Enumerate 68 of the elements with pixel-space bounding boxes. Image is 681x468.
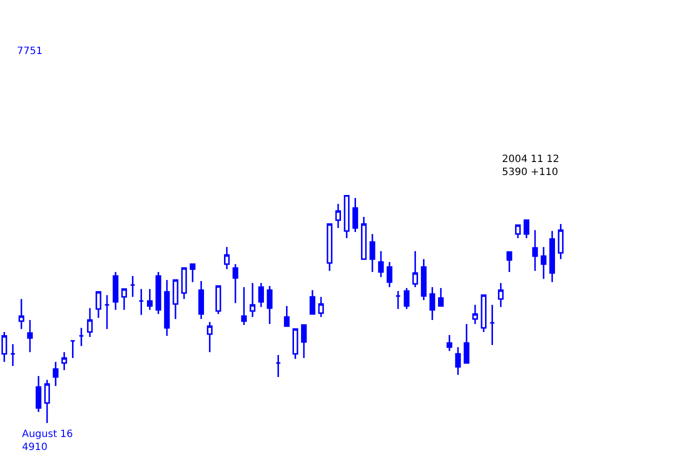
candlestick xyxy=(395,290,401,310)
candlestick xyxy=(455,346,461,376)
candlestick xyxy=(181,267,187,300)
candlestick xyxy=(506,251,512,273)
candlestick xyxy=(335,203,341,229)
candlestick xyxy=(326,223,332,272)
candlestick xyxy=(420,258,427,301)
candlestick xyxy=(386,261,392,288)
candlestick xyxy=(250,282,256,318)
candlestick xyxy=(18,298,24,330)
candlestick xyxy=(156,271,162,315)
candlestick xyxy=(524,219,530,239)
candlestick xyxy=(429,286,436,321)
candlestick xyxy=(515,224,521,239)
candlestick xyxy=(284,305,290,327)
candlestick xyxy=(172,279,178,320)
candlestick xyxy=(27,319,33,353)
candlestick xyxy=(438,287,444,307)
candlestick xyxy=(446,334,452,352)
candlestick xyxy=(370,233,376,273)
candlestick xyxy=(472,304,478,325)
candlestick xyxy=(224,246,230,270)
chart-title: 7751 xyxy=(17,46,42,57)
candlestick xyxy=(164,279,170,337)
candlestick xyxy=(52,361,58,387)
candlestick xyxy=(540,246,546,280)
candlestick xyxy=(206,321,213,353)
candlestick xyxy=(318,296,324,318)
candlestick xyxy=(404,287,410,310)
candlestick xyxy=(532,229,538,272)
candlestick xyxy=(198,280,204,320)
candlestick xyxy=(310,289,316,315)
candlestick xyxy=(489,304,496,346)
candlestick xyxy=(360,216,367,260)
candlestick xyxy=(130,275,136,298)
candlestick xyxy=(352,197,358,233)
candlestick xyxy=(215,285,222,315)
candlestick xyxy=(78,327,84,347)
candlestick xyxy=(121,288,127,311)
text: August 16 4910 xyxy=(22,429,73,453)
candlestick xyxy=(138,288,144,316)
candlestick xyxy=(378,250,384,278)
candlestick xyxy=(292,328,298,360)
candlestick xyxy=(232,263,238,304)
candlestick xyxy=(87,307,93,338)
candlestick xyxy=(558,223,564,260)
candlestick xyxy=(112,271,118,311)
candlestick xyxy=(146,288,153,311)
candlestick xyxy=(549,230,556,283)
candlestick xyxy=(96,291,102,319)
candlestick xyxy=(480,294,487,333)
text: 2004 11 12 5390 +110 xyxy=(502,154,560,178)
candlestick xyxy=(10,343,16,367)
candlestick xyxy=(275,354,282,378)
candlestick xyxy=(464,323,470,364)
candlestick xyxy=(266,285,273,325)
candlestick xyxy=(241,286,247,326)
candlestick xyxy=(258,282,264,308)
candlestick xyxy=(301,324,307,359)
candlestick xyxy=(344,195,350,239)
candlestick xyxy=(498,282,504,308)
candlestick xyxy=(190,263,196,283)
candlestick xyxy=(412,250,418,288)
candlestick xyxy=(61,351,68,371)
candlestick xyxy=(104,294,110,330)
candlestick xyxy=(70,340,76,359)
candlestick xyxy=(36,375,42,413)
candlestick xyxy=(44,379,50,423)
